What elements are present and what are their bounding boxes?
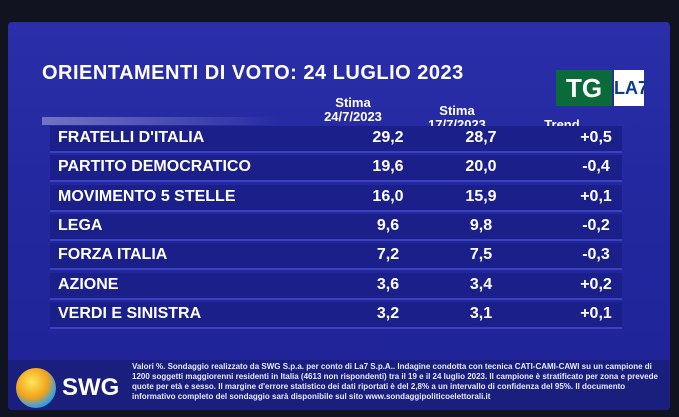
column-header-label: Stima [439,103,475,118]
la7-logo-mark: LA7 [614,70,648,106]
swg-brand: SWG [62,374,120,401]
tg-logo-mark: TG [556,70,612,106]
stima-24-value: 7,2 [376,246,400,264]
tg-la7-logo: TG LA7 [556,70,648,106]
stima-24-value: 9,6 [376,216,400,234]
stima-17-value: 28,7 [465,129,497,146]
table-row: AZIONE 3,6 3,4 +0,2 [50,272,622,300]
party-name: LEGA [58,216,103,234]
swg-globe-icon [16,368,56,408]
stima-24-value: 16,0 [372,187,404,205]
broadcast-screen: ORIENTAMENTI DI VOTO: 24 LUGLIO 2023 TG … [8,22,670,410]
stima-17-value: 3,4 [469,275,493,293]
decorative-stripe [42,117,282,125]
table-row: LEGA 9,6 9,8 -0,2 [50,213,622,241]
party-name: FORZA ITALIA [58,246,168,264]
trend-value: -0,3 [582,246,610,264]
stima-17-value: 20,0 [465,158,497,176]
trend-value: -0,2 [582,216,610,234]
trend-value: +0,5 [580,129,612,146]
stima-17-value: 3,1 [469,304,493,322]
stima-17-value: 9,8 [469,216,493,234]
party-name: PARTITO DEMOCRATICO [58,158,251,176]
column-header-stima-24: Stima 24/7/2023 [308,96,398,124]
table-row: FORZA ITALIA 7,2 7,5 -0,3 [50,243,622,271]
trend-value: +0,2 [580,275,612,293]
stima-24-value: 3,2 [376,304,400,322]
stima-17-value: 7,5 [469,246,493,264]
methodology-note: Valori %. Sondaggio realizzato da SWG S.… [132,362,658,401]
party-name: FRATELLI D'ITALIA [58,129,205,146]
stima-24-value: 3,6 [376,275,400,293]
trend-value: +0,1 [580,304,612,322]
trend-value: -0,4 [582,158,610,176]
column-header-label: Stima [335,95,371,110]
stima-24-value: 29,2 [372,129,404,146]
column-header-date: 24/7/2023 [324,109,382,124]
table-row: PARTITO DEMOCRATICO 19,6 20,0 -0,4 [50,155,622,183]
table-row: MOVIMENTO 5 STELLE 16,0 15,9 +0,1 [50,184,622,212]
footer-band [8,360,670,410]
party-name: AZIONE [58,275,119,293]
party-name: VERDI E SINISTRA [58,304,202,322]
stima-17-value: 15,9 [465,187,497,205]
table-row: VERDI E SINISTRA 3,2 3,1 +0,1 [50,301,622,329]
column-header-label [532,104,592,118]
party-name: MOVIMENTO 5 STELLE [58,187,236,205]
stima-24-value: 19,6 [372,158,404,176]
table-row: FRATELLI D'ITALIA 29,2 28,7 +0,5 [50,126,622,153]
trend-value: +0,1 [580,187,612,205]
page-title: ORIENTAMENTI DI VOTO: 24 LUGLIO 2023 [42,62,464,84]
swg-logo: SWG [16,368,126,408]
